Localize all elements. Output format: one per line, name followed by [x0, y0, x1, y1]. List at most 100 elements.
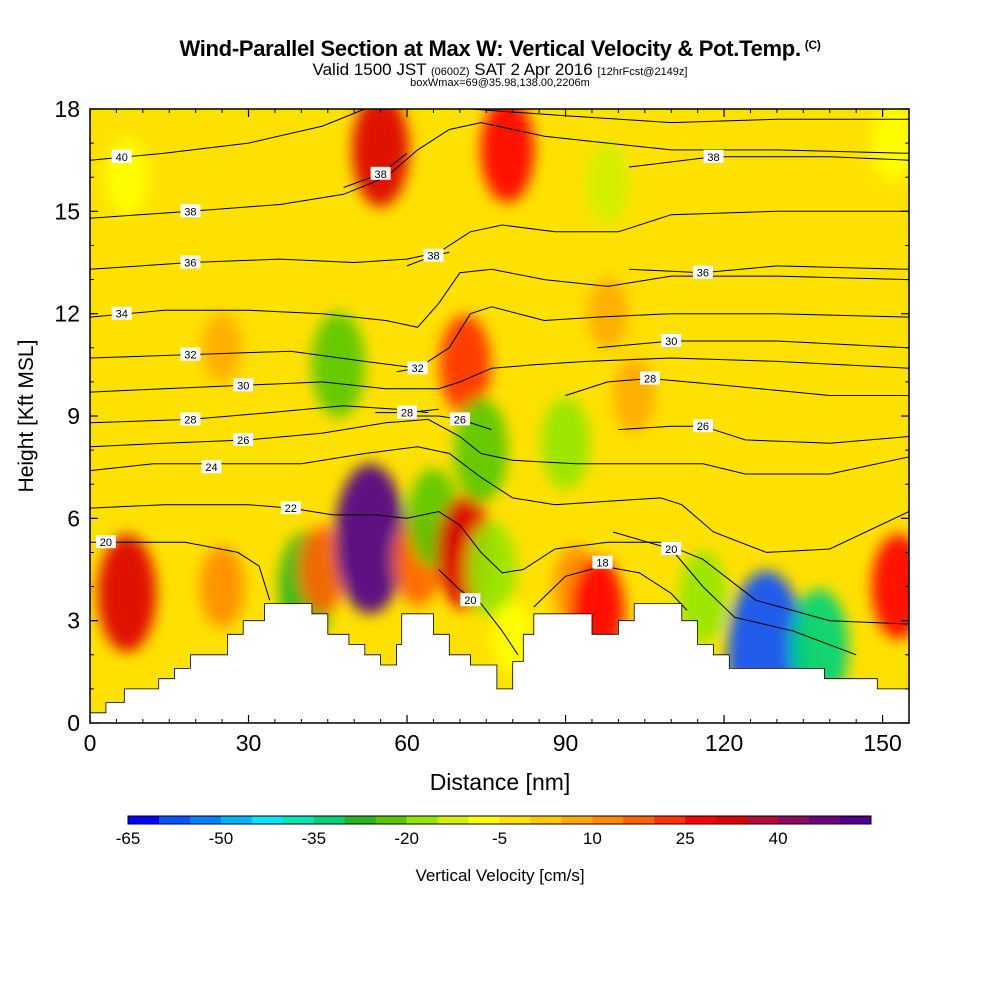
colorbar-swatch: [840, 816, 872, 824]
chart-title: Wind-Parallel Section at Max W: Vertical…: [179, 36, 821, 61]
theta-contour-line: [90, 446, 909, 553]
velocity-cell: [202, 313, 242, 383]
chart-info-line: boxWmax=69@35.98,138.00,2206m: [410, 77, 590, 89]
contour-label-text: 20: [665, 544, 677, 556]
colorbar-swatch: [220, 816, 253, 824]
x-tick-label: 0: [84, 730, 97, 756]
theta-contour-label: 28: [397, 405, 417, 420]
theta-contour-label: 20: [95, 535, 116, 549]
contour-label-bg: [692, 419, 713, 433]
theta-contour-label: 28: [640, 371, 661, 386]
velocity-cell: [480, 109, 535, 203]
theta-contour-label: 32: [407, 361, 428, 375]
theta-contour-line: [90, 210, 909, 270]
contour-label-text: 28: [184, 414, 196, 426]
velocity-cell: [613, 358, 656, 433]
copyright-mark: (C): [804, 38, 821, 52]
theta-contour-line: [90, 418, 909, 475]
colorbar-swatch: [716, 816, 748, 824]
contour-label-bg: [111, 306, 132, 320]
theta-contour-label: 26: [449, 412, 470, 426]
y-tick-label: 6: [67, 505, 80, 531]
contour-label-bg: [280, 501, 301, 515]
theta-contour-label: 20: [661, 542, 682, 556]
colorbar: -65 -50 -35 -20 -5 10 25 40: [116, 815, 872, 848]
contour-label-bg: [407, 361, 428, 375]
colorbar-swatch: [406, 816, 438, 824]
contour-label-bg: [703, 149, 724, 163]
chart-subtitle: Valid 1500 JST (0600Z) SAT 2 Apr 2016 [1…: [312, 60, 688, 79]
theta-contour-line: [597, 340, 909, 349]
colorbar-swatch: [809, 816, 841, 824]
theta-contour-label: 36: [692, 265, 713, 280]
y-axis-label: Height [Kft MSL]: [15, 340, 38, 493]
x-tick-label: 60: [394, 730, 420, 756]
colorbar-tick-label: 40: [769, 829, 788, 848]
contour-label-text: 38: [707, 152, 719, 164]
contour-label-text: 28: [644, 374, 656, 386]
theta-contour-label: 22: [280, 501, 301, 515]
velocity-cell: [97, 534, 157, 653]
theta-contour-label: 26: [233, 432, 254, 447]
theta-contour-line: [628, 156, 909, 168]
velocity-cell: [311, 312, 366, 418]
x-axis: 0 30 60 90 120 150: [84, 109, 902, 756]
contour-label-bg: [661, 334, 682, 347]
contour-label-bg: [449, 412, 470, 426]
contour-label-bg: [661, 542, 682, 555]
contour-label-bg: [180, 347, 201, 361]
colorbar-swatch: [530, 816, 562, 824]
x-axis-label: Distance [nm]: [430, 769, 571, 795]
velocity-cell: [199, 545, 245, 628]
theta-contour-label: 24: [201, 460, 222, 474]
colorbar-swatch: [499, 816, 531, 824]
theta-contour-label: 40: [111, 149, 132, 164]
theta-contour-label: 38: [370, 166, 391, 181]
velocity-cell: [871, 534, 909, 640]
contour-label-bg: [233, 432, 254, 446]
colorbar-swatch: [344, 816, 377, 824]
theta-contour-line: [90, 268, 909, 328]
theta-contour-line: [90, 306, 909, 369]
contour-label-bg: [180, 204, 201, 218]
colorbar-swatch: [128, 816, 160, 824]
velocity-cell: [678, 550, 728, 643]
y-tick-label: 9: [67, 403, 80, 429]
contour-label-text: 18: [596, 558, 608, 570]
subtitle-date: SAT 2 Apr 2016: [474, 60, 593, 79]
contour-label-text: 32: [184, 350, 196, 362]
theta-contour-label: 18: [592, 555, 613, 570]
subtitle-zulu: (0600Z): [430, 66, 470, 78]
colorbar-tick-label: 10: [583, 829, 602, 848]
contour-label-bg: [460, 593, 481, 607]
theta-contour-line: [628, 265, 909, 274]
theta-contour-label: 32: [180, 347, 201, 362]
colorbar-swatch: [561, 816, 593, 824]
contour-label-text: 26: [237, 435, 249, 447]
theta-contour-line: [618, 425, 909, 444]
colorbar-swatch: [468, 816, 500, 824]
theta-contour-line: [90, 109, 365, 161]
theta-contour-label: 36: [180, 255, 201, 270]
contour-label-text: 36: [697, 268, 709, 280]
colorbar-tick-label: -20: [394, 829, 419, 848]
theta-contour-label: 30: [661, 334, 682, 348]
contour-label-bg: [370, 166, 391, 180]
velocity-cell: [585, 143, 631, 225]
contour-label-bg: [640, 371, 661, 385]
theta-contour-label: 30: [233, 378, 254, 392]
x-tick-label: 150: [863, 730, 901, 756]
theta-contour-line: [438, 569, 519, 656]
contour-label-bg: [423, 248, 444, 262]
velocity-cell: [541, 397, 590, 490]
velocity-cell: [352, 109, 410, 207]
theta-contour-label: 38: [703, 149, 724, 164]
contour-label-bg: [233, 378, 254, 392]
colorbar-swatch: [623, 816, 655, 824]
y-tick-label: 3: [67, 608, 80, 634]
terrain-mask: [90, 603, 909, 723]
colorbar-label: Vertical Velocity [cm/s]: [415, 866, 584, 885]
y-tick-label: 12: [54, 301, 80, 327]
